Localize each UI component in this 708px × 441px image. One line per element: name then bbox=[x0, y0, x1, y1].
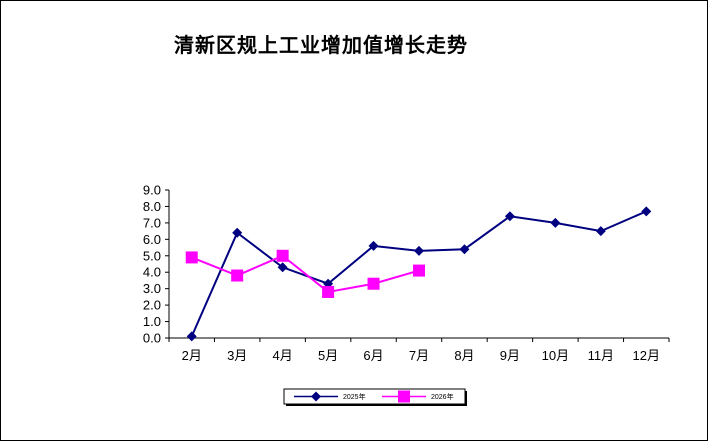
x-tick-label: 8月 bbox=[454, 348, 474, 363]
axes: 0.0 1.02.0 3.04.0 5.06.0 7.08.09.0 2月 3月 4月 5月 6月… bbox=[143, 183, 670, 363]
series-line bbox=[191, 254, 420, 294]
x-tick-label: 9月 bbox=[500, 348, 520, 363]
x-tick-label: 3月 bbox=[227, 348, 247, 363]
data-point bbox=[398, 390, 410, 403]
series-layer bbox=[185, 206, 652, 342]
data-point bbox=[459, 244, 470, 255]
y-tick-label: 7.0 bbox=[143, 215, 161, 230]
series-2 bbox=[185, 249, 425, 298]
legend-label: 2026年 bbox=[431, 392, 454, 401]
x-tick-label: 7月 bbox=[409, 348, 429, 363]
data-point bbox=[414, 245, 424, 256]
data-point bbox=[595, 226, 606, 237]
x-tick-label: 11月 bbox=[588, 348, 615, 363]
x-tick-label: 6月 bbox=[363, 348, 383, 363]
chart-title: 清新区规上工业增加值增长走势 bbox=[174, 33, 468, 57]
data-point bbox=[185, 251, 198, 264]
x-tick-label: 2月 bbox=[182, 348, 202, 363]
data-point bbox=[311, 391, 321, 402]
x-tick-label: 10月 bbox=[542, 348, 569, 363]
data-point bbox=[231, 269, 244, 282]
legend-box bbox=[283, 388, 466, 405]
y-tick-label: 0.0 bbox=[143, 331, 161, 346]
data-point bbox=[504, 211, 515, 222]
y-tick-label: 8.0 bbox=[143, 199, 161, 214]
data-point bbox=[277, 262, 288, 273]
y-tick-label: 3.0 bbox=[143, 281, 161, 296]
x-tick-label: 12月 bbox=[633, 348, 660, 363]
y-tick-label: 6.0 bbox=[143, 232, 161, 247]
legend-item: 2025年 bbox=[294, 391, 366, 402]
data-point bbox=[367, 277, 380, 290]
y-tick-label: 4.0 bbox=[143, 265, 161, 280]
x-tick-label: 4月 bbox=[273, 348, 293, 363]
data-point bbox=[550, 217, 561, 228]
data-point bbox=[641, 206, 652, 217]
legend-item: 2026年 bbox=[382, 390, 454, 403]
x-tick-label: 5月 bbox=[318, 348, 338, 363]
data-point bbox=[232, 227, 243, 238]
legend-label: 2025年 bbox=[343, 392, 366, 401]
data-point bbox=[413, 264, 425, 277]
y-tick-label: 5.0 bbox=[143, 248, 161, 263]
data-point bbox=[276, 249, 289, 262]
legend: 2025年 2026年 bbox=[283, 388, 467, 406]
data-point bbox=[368, 240, 379, 251]
y-tick-label: 1.0 bbox=[143, 314, 161, 329]
data-point bbox=[186, 331, 197, 342]
series-1 bbox=[186, 206, 652, 342]
y-tick-label: 9.0 bbox=[143, 183, 161, 198]
data-point bbox=[322, 285, 335, 298]
y-tick-label: 2.0 bbox=[143, 298, 161, 313]
